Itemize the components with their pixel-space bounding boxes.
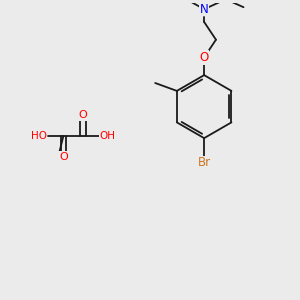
Text: HO: HO [31,131,46,141]
Text: N: N [200,3,208,16]
Text: O: O [200,51,209,64]
Text: O: O [79,110,87,121]
Text: Br: Br [198,156,211,169]
Text: OH: OH [100,131,116,141]
Text: O: O [59,152,68,162]
